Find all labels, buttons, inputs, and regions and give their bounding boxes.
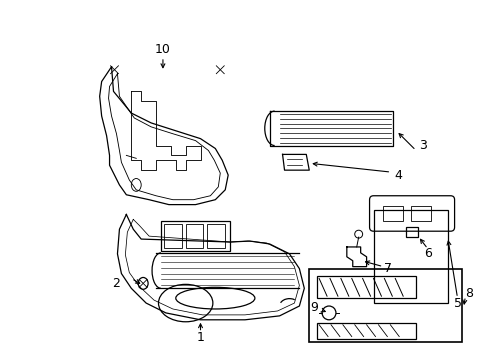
Bar <box>317 276 415 298</box>
Text: 2: 2 <box>112 277 120 290</box>
Text: 10: 10 <box>155 42 170 55</box>
Text: 1: 1 <box>196 331 204 344</box>
Bar <box>317 323 415 338</box>
Text: 6: 6 <box>423 247 431 260</box>
Bar <box>308 269 462 342</box>
Text: 4: 4 <box>393 168 401 181</box>
Bar <box>383 206 402 221</box>
Bar <box>163 224 182 248</box>
Text: 3: 3 <box>418 139 426 152</box>
Bar <box>373 210 447 303</box>
Bar <box>185 224 203 248</box>
Text: 8: 8 <box>465 287 472 300</box>
Bar <box>161 221 230 251</box>
Bar <box>207 224 225 248</box>
Text: 7: 7 <box>384 262 391 275</box>
Bar <box>406 227 417 237</box>
Text: 5: 5 <box>453 297 461 310</box>
Bar <box>410 206 430 221</box>
Text: 9: 9 <box>309 301 318 315</box>
